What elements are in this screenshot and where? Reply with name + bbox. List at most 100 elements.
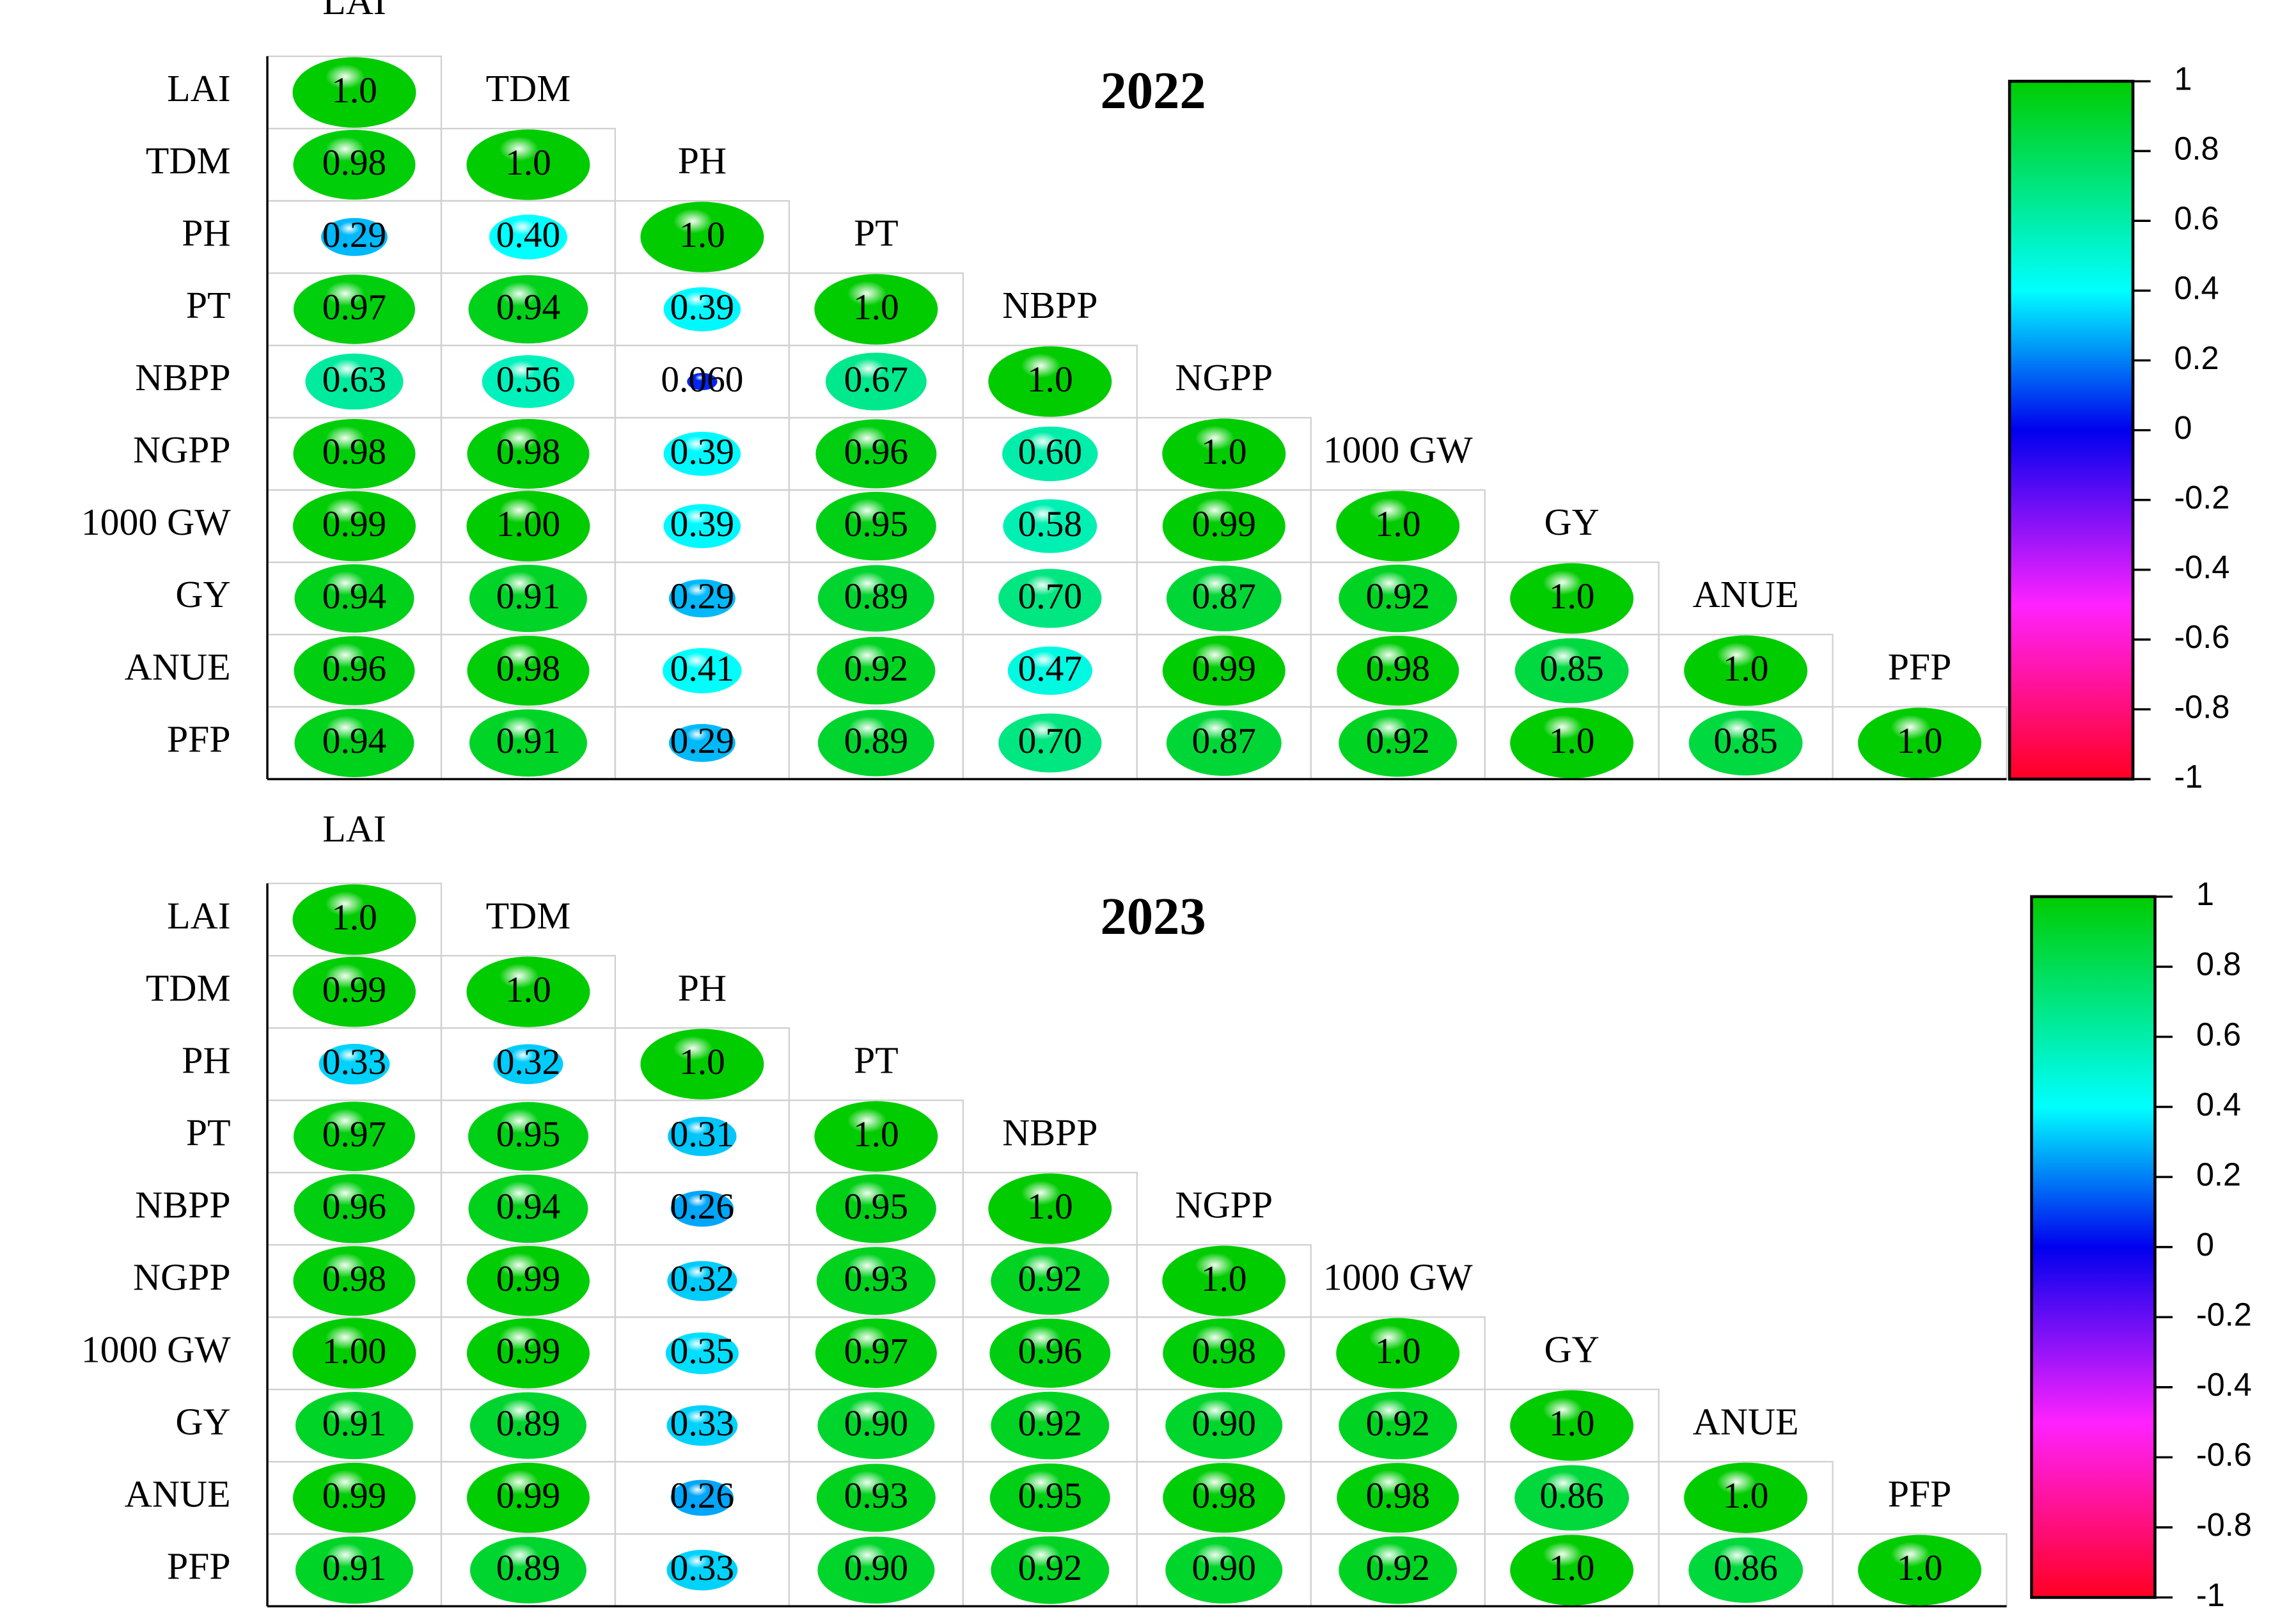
correlation-ellipse (1339, 709, 1458, 777)
row-label: PFP (167, 718, 231, 760)
value-label: 1.0 (1723, 649, 1769, 689)
value-label: 0.41 (670, 649, 734, 689)
colorbar-tick-label: 0.4 (2174, 270, 2219, 306)
correlation-ellipse (815, 419, 937, 489)
colorbar-tick-label: 0.6 (2174, 200, 2219, 237)
value-label: 1.0 (1027, 1187, 1073, 1227)
value-label: 0.89 (496, 1403, 560, 1444)
correlation-ellipse (817, 565, 934, 632)
correlation-ellipse (667, 1261, 737, 1301)
value-label: 0.47 (1018, 649, 1082, 689)
correlation-ellipse (1162, 1245, 1286, 1316)
value-label: 0.29 (670, 576, 734, 617)
correlation-ellipse (468, 275, 588, 343)
correlation-ellipse (640, 1029, 764, 1100)
correlation-ellipse (294, 564, 414, 633)
colorbar-tick-label: 0.2 (2196, 1156, 2241, 1192)
colorbar-tick-label: 0 (2174, 409, 2192, 446)
correlation-ellipse (493, 1044, 563, 1084)
value-label: 1.0 (331, 70, 377, 111)
value-label: 0.90 (1192, 1548, 1256, 1588)
ellipse-highlight (1195, 642, 1235, 668)
row-label: LAI (167, 67, 230, 109)
column-label: LAI (322, 807, 386, 849)
value-label: 0.99 (1192, 649, 1256, 689)
colorbar (2030, 895, 2157, 1599)
ellipse-highlight (687, 1483, 708, 1496)
correlation-ellipse (468, 1174, 588, 1243)
value-label: 0.92 (1365, 576, 1429, 617)
ellipse-highlight (499, 1108, 539, 1133)
correlation-ellipse (1166, 710, 1282, 776)
value-label: 0.89 (844, 576, 908, 617)
row-label: ANUE (125, 645, 231, 688)
column-label: GY (1545, 1328, 1600, 1370)
ellipse-highlight (326, 1543, 365, 1567)
ellipse-highlight (510, 219, 535, 235)
column-label: GY (1545, 501, 1600, 543)
column-label: TDM (486, 67, 571, 109)
column-label: NGPP (1175, 1183, 1273, 1226)
correlation-ellipse (1002, 426, 1098, 482)
ellipse-highlight (1030, 651, 1058, 668)
ellipse-highlight (673, 1036, 713, 1061)
value-label: 0.29 (670, 721, 734, 761)
correlation-ellipse (466, 1318, 590, 1389)
ellipse-highlight (325, 498, 365, 523)
value-label: 0.40 (496, 215, 560, 255)
ellipse-highlight (1717, 642, 1756, 668)
correlation-ellipse (469, 1536, 586, 1604)
correlation-ellipse (466, 1245, 590, 1316)
value-label: 0.39 (670, 504, 734, 544)
correlation-ellipse (292, 884, 416, 955)
ellipse-highlight (1025, 719, 1059, 740)
value-label: 0.97 (844, 1331, 908, 1371)
colorbar-tick-label: -0.4 (2196, 1366, 2252, 1403)
value-label: 0.91 (322, 1403, 386, 1444)
colorbar-tick-label: 1 (2196, 876, 2214, 912)
value-label: 0.92 (1365, 1548, 1429, 1588)
value-label: 0.58 (1018, 504, 1082, 544)
correlation-ellipse (1339, 564, 1458, 633)
correlation-ellipse (1514, 1465, 1630, 1531)
ellipse-highlight (1197, 716, 1234, 740)
value-label: 0.96 (322, 649, 386, 689)
value-label: 0.98 (1192, 1331, 1256, 1371)
colorbar-tick-label: -0.4 (2174, 549, 2229, 585)
ellipse-highlight (1027, 432, 1058, 452)
value-label: 0.85 (1539, 649, 1603, 689)
ellipse-highlight (848, 1471, 886, 1495)
ellipse-highlight (1891, 714, 1930, 740)
row-label: NGPP (133, 1256, 231, 1298)
value-label: 0.99 (496, 1259, 560, 1299)
correlation-ellipse (295, 1536, 414, 1604)
ellipse-highlight (1196, 1543, 1234, 1567)
correlation-ellipse (1162, 491, 1286, 562)
column-label: 1000 GW (1323, 1256, 1473, 1298)
ellipse-highlight (847, 1108, 887, 1133)
ellipse-highlight (847, 426, 886, 451)
ellipse-highlight (1718, 716, 1756, 740)
column-label: LAI (322, 0, 386, 22)
correlation-ellipse (1858, 707, 1982, 778)
colorbar-tick-label: 1 (2174, 60, 2192, 97)
colorbar-tick-label: 0.2 (2174, 340, 2219, 376)
correlation-ellipse (293, 1462, 416, 1533)
colorbar-tick-label: -0.2 (2196, 1297, 2252, 1333)
value-label: 1.00 (322, 1331, 386, 1371)
ellipse-highlight (684, 509, 709, 525)
value-label: 0.67 (844, 359, 908, 400)
value-label: 0.26 (670, 1187, 734, 1227)
correlation-ellipse (293, 491, 416, 562)
correlation-ellipse (466, 491, 590, 562)
ellipse-highlight (500, 571, 539, 596)
value-label: 0.99 (322, 1476, 386, 1516)
column-label: PH (678, 966, 727, 1009)
value-label: 0.98 (496, 432, 560, 472)
ellipse-highlight (1195, 425, 1235, 451)
value-label: 0.91 (496, 576, 560, 617)
correlation-ellipse (1336, 491, 1460, 562)
correlation-ellipse (663, 432, 741, 476)
value-label: 0.70 (1018, 576, 1082, 617)
ellipse-highlight (686, 583, 708, 597)
